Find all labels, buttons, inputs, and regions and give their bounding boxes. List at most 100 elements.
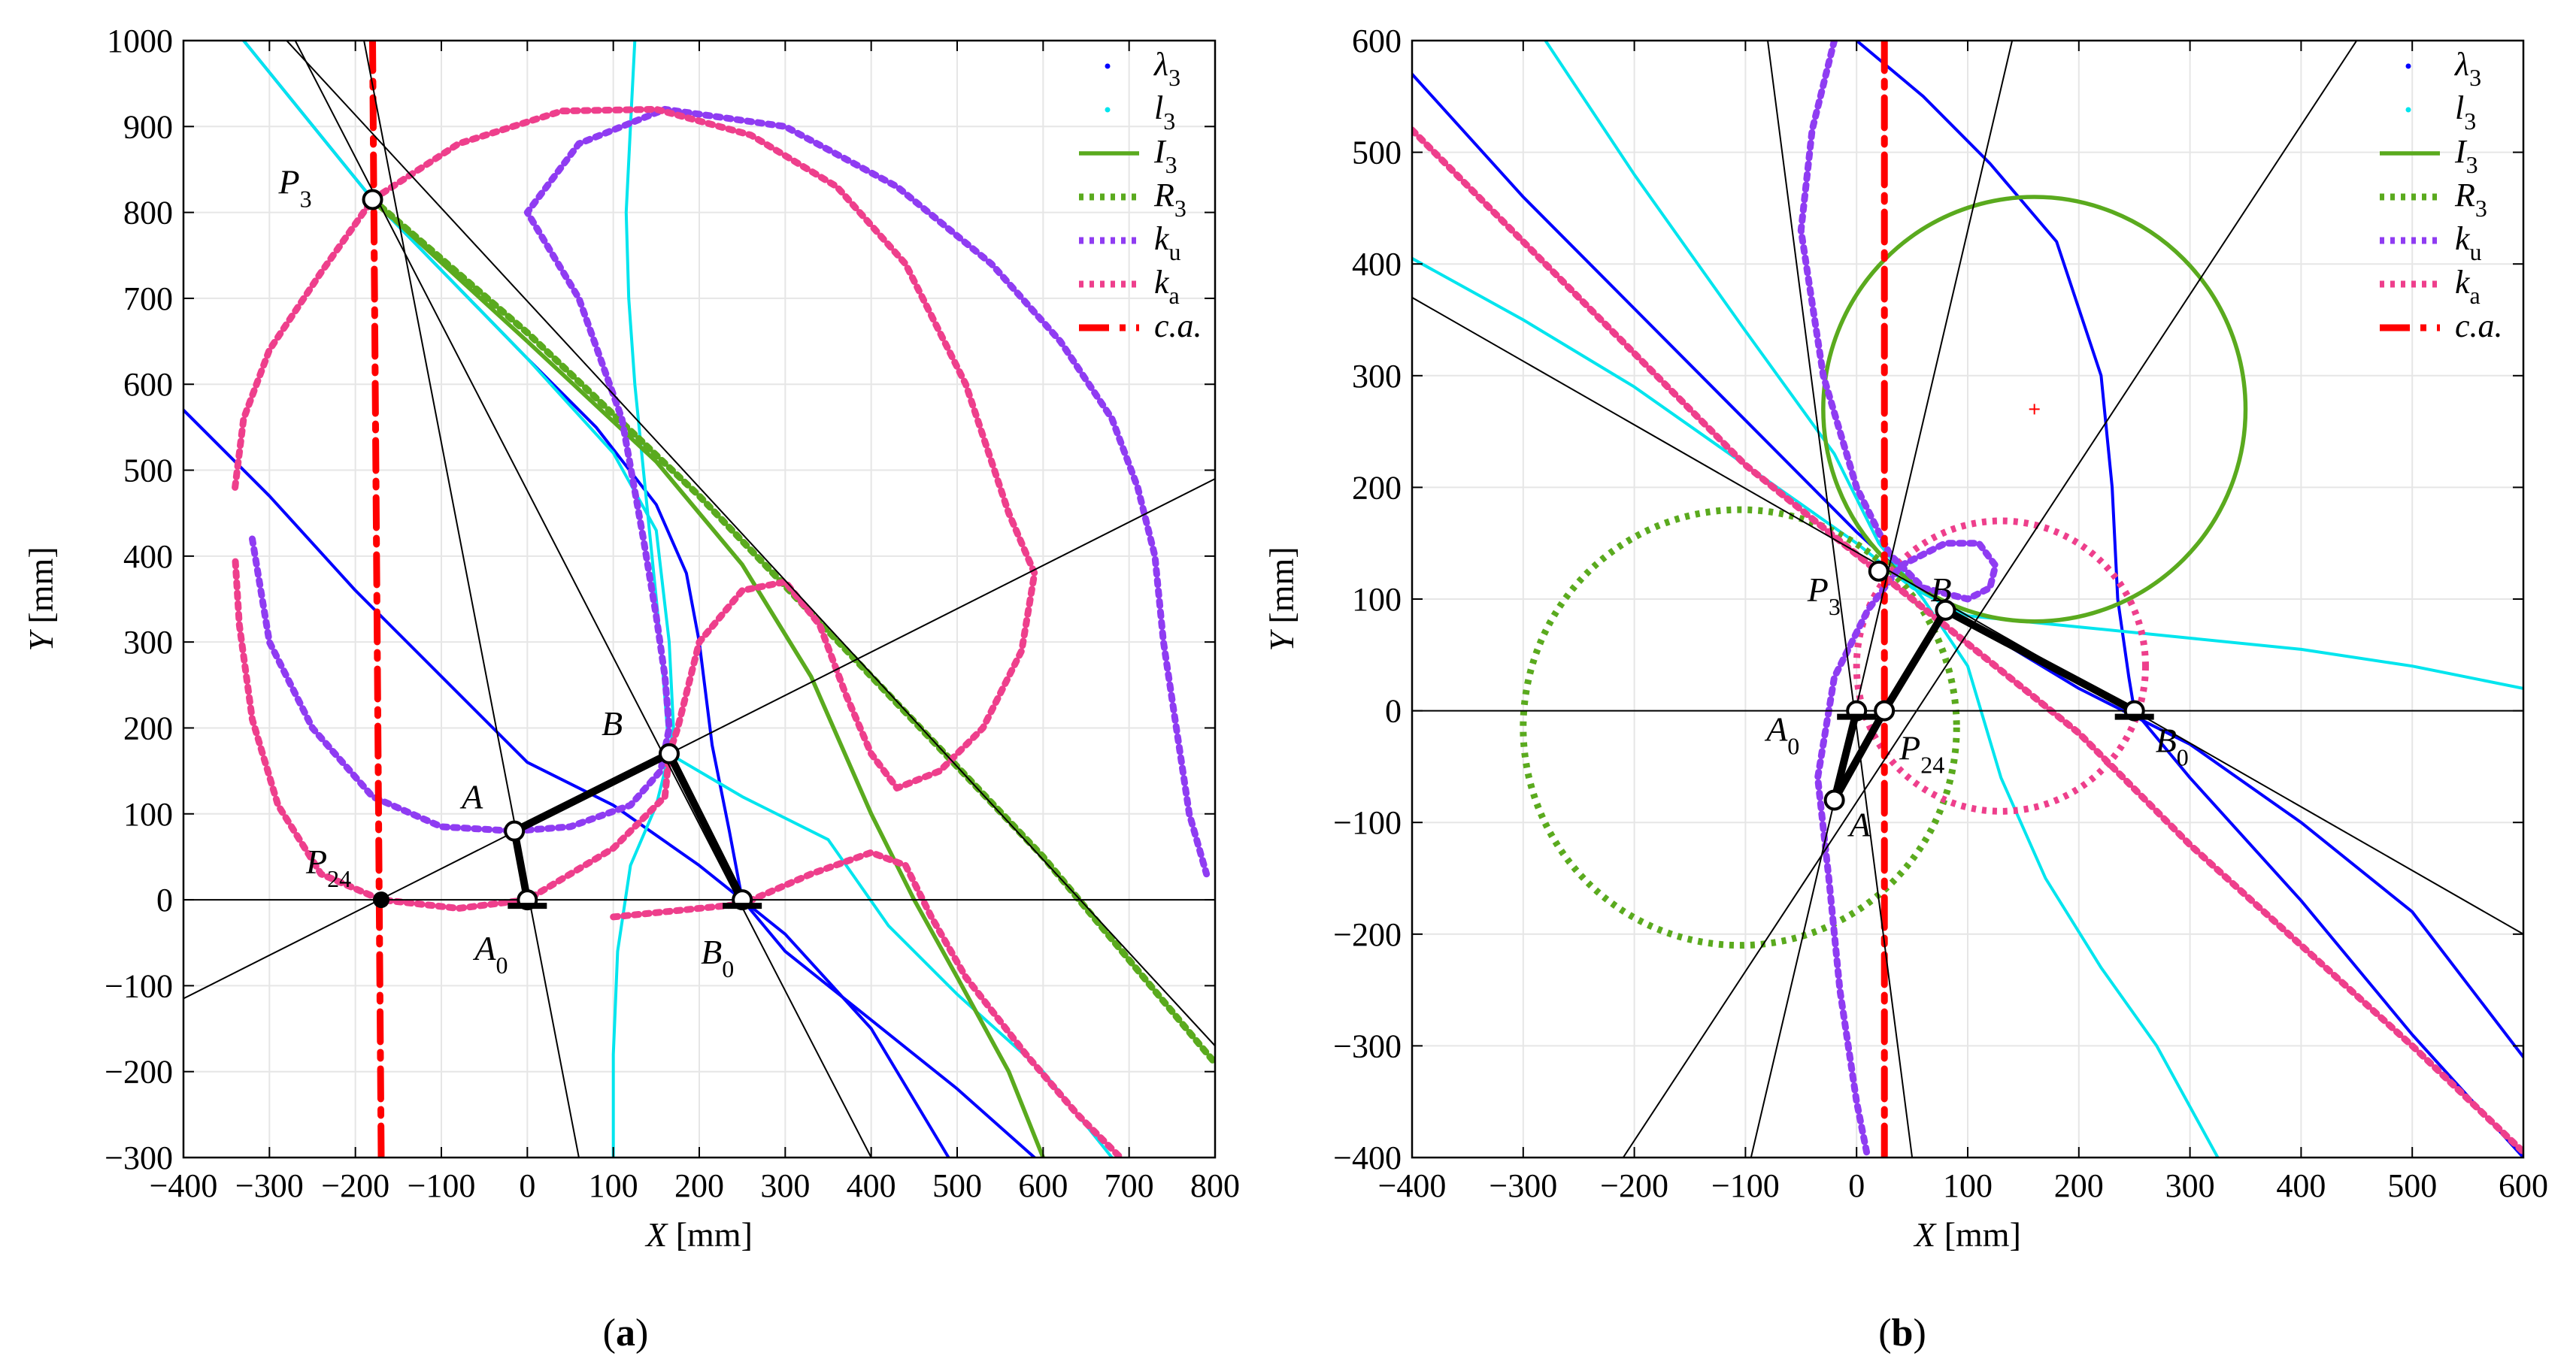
panel-a-legend-entry-lambda3: λ3 (1105, 46, 1180, 91)
panel-b-label-a: A (1847, 805, 1871, 843)
point-label-base: A (1847, 805, 1871, 843)
panel-a-series-aux (363, 41, 580, 1158)
panel-a-series-link (511, 749, 673, 835)
ylabel-unit: [mm] (22, 546, 60, 632)
panel-b-xtick-label: 400 (2276, 1167, 2326, 1204)
panel-a-legend-label-ku: ku (1154, 220, 1181, 265)
panel-label-close: ) (1913, 1312, 1926, 1354)
panel-b-legend-entry-ku: ku (2380, 220, 2482, 265)
panel-b-point-a (1823, 789, 1845, 811)
panel-b-ylabel: Y [mm] (1262, 546, 1301, 651)
panel-a-ytick-label: 700 (123, 280, 173, 317)
panel-b-legend-entry-ka: ka (2380, 264, 2481, 309)
panel-b-xtick-label: 300 (2165, 1167, 2215, 1204)
panel-a-xtick-label: −200 (321, 1167, 389, 1204)
panel-b-ytick-label: 300 (1352, 358, 1402, 395)
legend-label-sub: 3 (2464, 107, 2476, 135)
point-label-sub: 0 (722, 955, 734, 982)
legend-label-sub: 3 (1168, 64, 1180, 91)
panel-a-legend-label-ka: ka (1154, 264, 1180, 309)
panel-a-label-p3: P3 (278, 162, 312, 212)
panel-a-joints (362, 189, 762, 911)
panel-b-point-b (1935, 599, 1956, 621)
panel-a-label-a: A (459, 778, 483, 816)
panel-b-ytick-label: −400 (1333, 1139, 1402, 1176)
legend-label-sub: 3 (1174, 195, 1186, 222)
panel-a-xtick-label: −300 (235, 1167, 304, 1204)
panel-a-curves (183, 41, 1215, 1158)
panel-b-ytick-label: −300 (1333, 1027, 1402, 1064)
panel-b-legend-label-I3: I3 (2454, 133, 2478, 178)
point-label-sub: 0 (1787, 733, 1799, 760)
panel-a-xtick-label: 400 (847, 1167, 896, 1204)
panel-a-legend-label-lambda3: λ3 (1153, 46, 1180, 91)
panel-b-xtick-label: −200 (1600, 1167, 1668, 1204)
panel-b-legend-label-ca: c.a. (2455, 307, 2503, 344)
panel-a-ytick-label: −200 (105, 1054, 173, 1091)
panel-b-xtick-label: 500 (2387, 1167, 2437, 1204)
panel-a-ytick-label: 300 (123, 624, 173, 661)
panel-b-series-l3 (1544, 41, 2220, 1158)
legend-label-base: R (2454, 177, 2475, 213)
point-label-base: P (305, 843, 327, 881)
panel-a-xtick-label: 200 (674, 1167, 724, 1204)
panel-b-ytick-label: 100 (1352, 581, 1402, 618)
panel-a-legend-swatch-lambda3 (1105, 63, 1111, 69)
ylabel-var: Y (22, 629, 60, 652)
panel-a-series-I3 (370, 197, 1046, 1158)
point-label-sub: 0 (2177, 744, 2189, 771)
panel-b-legend-label-lambda3: λ3 (2453, 46, 2481, 91)
panel-b-legend-entry-lambda3: λ3 (2405, 46, 2481, 91)
legend-label-base: l (2455, 89, 2464, 126)
panel-b-label-a0: A0 (1764, 710, 1799, 760)
panel-a-point-b (658, 743, 680, 764)
panel-a-xtick-label: 600 (1018, 1167, 1068, 1204)
point-label-base: P (1807, 570, 1829, 609)
panel-a-point-a (504, 820, 526, 842)
panel-b-series-aux (1412, 296, 2523, 935)
point-label-base: B (2156, 722, 2177, 760)
legend-label-base: k (2455, 264, 2471, 301)
panel-a-series-link (511, 827, 532, 904)
panel-b-xtick-label: 200 (2054, 1167, 2104, 1204)
panel-b-series-I3 (1821, 195, 2248, 624)
panel-a-ytick-label: −100 (105, 967, 173, 1004)
legend-label-sub: a (1169, 282, 1180, 309)
point-label-base: B (1930, 570, 1951, 609)
panel-a-series-aux (286, 41, 1215, 1047)
panel-b-xtick-label: −300 (1489, 1167, 1557, 1204)
panel-a-ytick-label: 900 (123, 108, 173, 145)
panel-a-point-p3 (362, 189, 383, 210)
panel-a-legend-entry-ka: ka (1079, 264, 1180, 309)
panel-a-series-link (665, 749, 747, 904)
panel-b-ytick-label: 200 (1352, 469, 1402, 506)
point-label-sub: 24 (1920, 752, 1944, 779)
panel-b-ytick-label: 0 (1385, 693, 1402, 730)
point-label-sub: 3 (300, 185, 312, 212)
panel-b-xtick-label: −400 (1378, 1167, 1447, 1204)
panel-b-xtick-label: 0 (1848, 1167, 1865, 1204)
panel-b-ticks: −400 −300 −200 −100 0 100 200 300 400 500 600−400−… (1333, 23, 2548, 1204)
panel-a-legend-entry-ku: ku (1079, 220, 1181, 265)
panel-a-legend-entry-R3: R3 (1079, 177, 1186, 222)
point-label-sub: 3 (1829, 593, 1841, 620)
panel-b-series-link (1941, 606, 2138, 715)
legend-label-base: R (1153, 177, 1174, 213)
panel-a-series-lambda3 (183, 408, 950, 1158)
panel-b-series-R3 (1520, 506, 1960, 949)
panel-b-legend-entry-I3: I3 (2380, 133, 2478, 178)
panel-a-ytick-label: 400 (123, 538, 173, 575)
panel-a-series-aux (294, 41, 872, 1158)
xlabel-unit: [mm] (667, 1215, 753, 1254)
panel-a-panel-label: (a) (603, 1312, 649, 1354)
panel-a-legend-label-I3: I3 (1153, 133, 1177, 178)
xlabel-var: X (1913, 1215, 1937, 1254)
panel-b-legend-swatch-l3 (2405, 107, 2411, 113)
point-label-base: P (1899, 729, 1920, 767)
point-label-base: B (701, 933, 722, 971)
panel-b-label-p24: P24 (1899, 729, 1944, 779)
panel-b-ytick-label: 500 (1352, 135, 1402, 171)
legend-label-sub: 3 (1163, 107, 1175, 135)
panel-a-xtick-label: −100 (408, 1167, 476, 1204)
